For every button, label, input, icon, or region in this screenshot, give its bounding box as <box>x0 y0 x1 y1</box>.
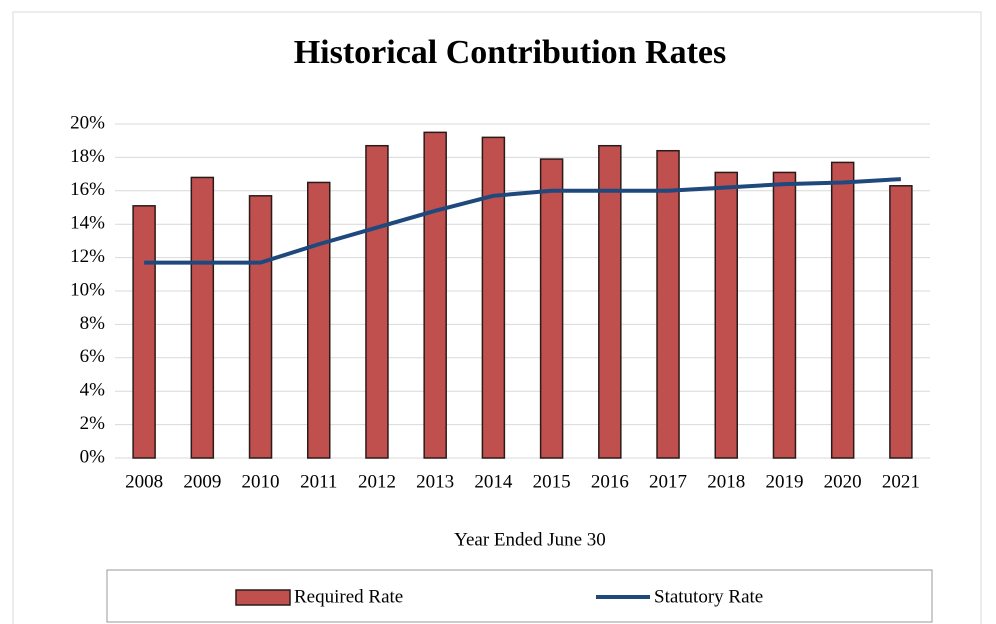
legend-box <box>106 569 933 623</box>
bar <box>539 158 564 459</box>
x-tick-label: 2008 <box>125 471 163 492</box>
x-tick-label: 2016 <box>591 471 629 492</box>
x-tick-label: 2011 <box>300 471 337 492</box>
x-tick-label: 2014 <box>474 471 513 492</box>
y-tick-label: 10% <box>70 279 105 300</box>
legend-label: Statutory Rate <box>654 586 763 607</box>
y-tick-label: 0% <box>80 446 106 467</box>
bar <box>889 185 913 459</box>
bar <box>190 176 215 459</box>
bar <box>772 171 797 459</box>
y-tick-label: 14% <box>70 213 105 234</box>
x-axis-title: Year Ended June 30 <box>454 529 606 550</box>
bar <box>248 195 273 459</box>
x-tick-label: 2017 <box>649 471 687 492</box>
y-tick-label: 20% <box>70 112 105 133</box>
x-tick-label: 2019 <box>765 471 803 492</box>
x-tick-label: 2021 <box>882 471 920 492</box>
bar <box>423 131 447 459</box>
legend-swatch <box>235 589 291 606</box>
bar <box>132 205 156 459</box>
x-tick-label: 2015 <box>533 471 571 492</box>
bar <box>481 136 506 459</box>
bar <box>714 171 738 459</box>
bar <box>656 149 680 459</box>
legend-label: Required Rate <box>294 586 403 607</box>
x-tick-label: 2009 <box>183 471 221 492</box>
y-tick-label: 18% <box>70 146 105 167</box>
bar <box>598 144 622 459</box>
chart-title: Historical Contribution Rates <box>294 34 727 71</box>
y-tick-label: 12% <box>70 246 105 267</box>
y-tick-label: 4% <box>80 380 106 401</box>
y-tick-label: 8% <box>80 313 106 334</box>
x-tick-label: 2020 <box>824 471 862 492</box>
y-tick-label: 16% <box>70 179 105 200</box>
x-tick-label: 2013 <box>416 471 454 492</box>
bar <box>307 181 331 459</box>
bar <box>830 161 855 459</box>
x-tick-label: 2012 <box>358 471 396 492</box>
line <box>144 177 902 265</box>
y-tick-label: 6% <box>80 346 106 367</box>
x-tick-label: 2010 <box>242 471 280 492</box>
bar <box>365 144 389 459</box>
x-tick-label: 2018 <box>707 471 745 492</box>
y-tick-label: 2% <box>80 413 106 434</box>
